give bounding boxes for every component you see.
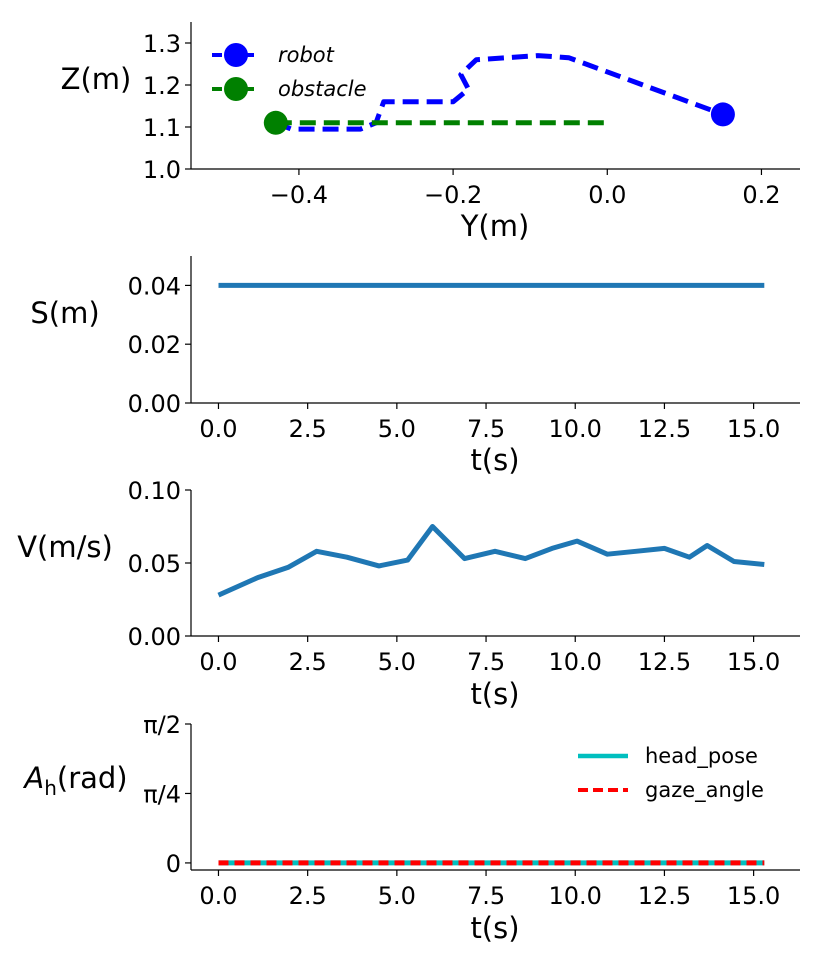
x-tick-label: 5.0 <box>378 415 416 443</box>
y-tick-label: 0.02 <box>128 331 181 359</box>
x-tick-label: 5.0 <box>378 648 416 676</box>
y-tick-label: 1.0 <box>143 156 181 184</box>
x-tick-label: 15.0 <box>727 415 780 443</box>
x-tick-label: 2.5 <box>289 415 327 443</box>
x-tick-label: 7.5 <box>467 648 505 676</box>
panel2-ticks: 0.0 2.5 5.0 7.5 10.0 12.5 15.0 0.00 0.02 0.04 <box>128 272 781 443</box>
series-end-marker-robot <box>710 102 735 127</box>
y-tick-label: 0.05 <box>128 550 181 578</box>
panel4-ylabel-sub: h <box>44 776 57 800</box>
x-tick-label: 5.0 <box>378 882 416 910</box>
y-tick-label: 1.1 <box>143 114 181 142</box>
x-tick-label: 7.5 <box>467 882 505 910</box>
panel1-xlabel: Y(m) <box>460 209 530 243</box>
panel3-ylabel: V(m/s) <box>17 530 113 564</box>
legend-obstacle-marker <box>224 77 248 101</box>
panel3-ticks: 0.0 2.5 5.0 7.5 10.0 12.5 15.0 0.00 0.05 0.10 <box>128 477 781 676</box>
y-tick-label: 0.00 <box>128 623 181 651</box>
x-tick-label: 10.0 <box>549 648 602 676</box>
panel2-xlabel: t(s) <box>470 443 519 477</box>
legend-head-pose-label: head_pose <box>645 744 758 769</box>
x-tick-label: 12.5 <box>638 648 691 676</box>
series-start-marker-obstacle <box>263 110 288 135</box>
panel4-ylabel: Ah(rad) <box>22 761 127 800</box>
x-tick-label: −0.2 <box>424 181 482 209</box>
x-tick-label: 0.0 <box>199 648 237 676</box>
x-tick-label: −0.4 <box>270 181 328 209</box>
panel1-legend: robot obstacle <box>212 43 367 101</box>
panel-v: 0.0 2.5 5.0 7.5 10.0 12.5 15.0 0.00 0.05 0.10 V(m… <box>17 477 800 711</box>
legend-obstacle-label: obstacle <box>278 77 367 101</box>
x-tick-label: 0.0 <box>199 882 237 910</box>
panel1-ticks: −0.4 −0.2 0.0 0.2 1.0 1.1 1.2 1.3 <box>143 30 781 209</box>
x-tick-label: 0.2 <box>742 181 780 209</box>
x-tick-label: 12.5 <box>638 882 691 910</box>
legend-gaze-angle-label: gaze_angle <box>645 778 764 803</box>
panel-s: 0.0 2.5 5.0 7.5 10.0 12.5 15.0 0.00 0.02 0.04 S(m… <box>30 256 800 477</box>
panel1-series <box>263 53 735 135</box>
legend-robot-marker <box>224 43 248 67</box>
x-tick-label: 10.0 <box>549 882 602 910</box>
x-tick-label: 2.5 <box>289 648 327 676</box>
panel2-ylabel: S(m) <box>30 296 99 330</box>
x-tick-label: 15.0 <box>727 648 780 676</box>
x-tick-label: 0.0 <box>199 415 237 443</box>
panel4-ticks: 0.0 2.5 5.0 7.5 10.0 12.5 15.0 0 π/4 π/2 <box>143 711 780 910</box>
y-tick-label: 1.2 <box>143 72 181 100</box>
panel3-series <box>217 524 765 598</box>
panel4-ylabel-italic: A <box>22 761 44 795</box>
y-tick-label: 0.00 <box>128 390 181 418</box>
panel1-ylabel: Z(m) <box>61 62 132 96</box>
y-tick-label: 1.3 <box>143 30 181 58</box>
legend-robot-label: robot <box>278 43 335 67</box>
y-tick-label: 0.10 <box>128 477 181 505</box>
panel4-ylabel-rest: (rad) <box>57 761 128 795</box>
panel4-legend: head_pose gaze_angle <box>578 744 764 803</box>
y-tick-label: 0.04 <box>128 272 181 300</box>
x-tick-label: 10.0 <box>549 415 602 443</box>
y-tick-label: 0 <box>166 850 181 878</box>
x-tick-label: 15.0 <box>727 882 780 910</box>
panel4-xlabel: t(s) <box>470 911 519 945</box>
panel-trajectory: −0.4 −0.2 0.0 0.2 1.0 1.1 1.2 1.3 Z(m) Y(m) rob… <box>61 22 800 243</box>
panel3-xlabel: t(s) <box>470 677 519 711</box>
x-tick-label: 0.0 <box>588 181 626 209</box>
x-tick-label: 2.5 <box>289 882 327 910</box>
y-tick-label: π/4 <box>143 780 181 808</box>
y-tick-label: π/2 <box>143 711 181 739</box>
series-line-robot <box>274 53 724 132</box>
x-tick-label: 12.5 <box>638 415 691 443</box>
series-line-V <box>217 524 765 598</box>
x-tick-label: 7.5 <box>467 415 505 443</box>
panel-ah: 0.0 2.5 5.0 7.5 10.0 12.5 15.00π/4π/2 Ah(rad) … <box>22 711 800 945</box>
